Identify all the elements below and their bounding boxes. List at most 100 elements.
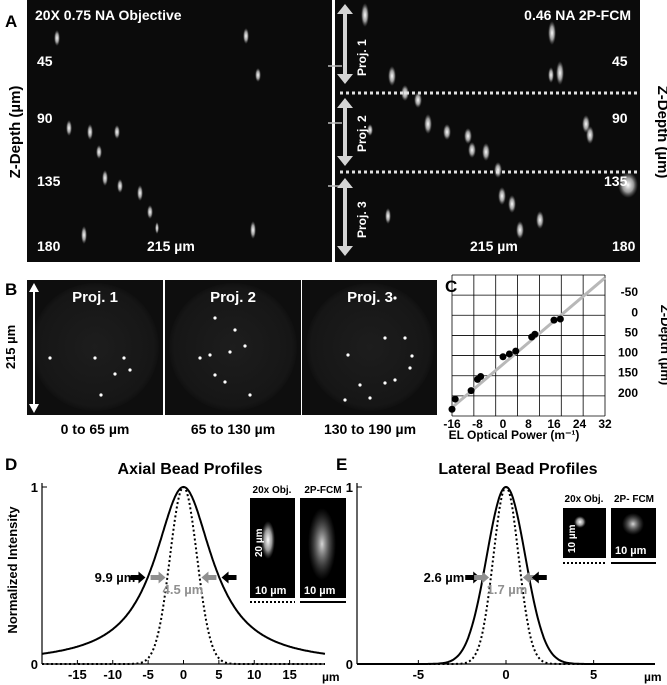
panel-b-proj-1-title: Proj. 1 xyxy=(72,289,118,306)
x-tick-label: 32 xyxy=(598,417,612,431)
panel-d-fwhm-fcm: 4.5 µm xyxy=(163,582,204,597)
panel-b-range-2: 65 to 130 µm xyxy=(191,421,275,437)
bead xyxy=(443,124,451,140)
y-tick-label: 1 xyxy=(346,480,353,495)
panel-c-ylabel: Z-Depth (µm) xyxy=(658,305,667,385)
fwhm-arrow xyxy=(130,571,146,584)
data-point xyxy=(550,316,558,324)
bead xyxy=(198,356,202,360)
panel-a-left-beads xyxy=(54,28,261,244)
bead xyxy=(102,170,108,186)
x-tick-label: 0 xyxy=(180,667,187,682)
bead xyxy=(516,221,524,239)
bead xyxy=(213,316,217,320)
panel-letter-b: B xyxy=(5,280,17,299)
bead xyxy=(243,344,247,348)
panel-e-fwhm-obj: 2.6 µm xyxy=(424,570,465,585)
panel-b-proj-2-title: Proj. 2 xyxy=(210,289,256,306)
bead xyxy=(358,383,362,387)
panel-e-inset-scale-fcm: 10 µm xyxy=(615,545,647,557)
objective-profile-curve xyxy=(357,485,655,665)
y-tick-label: 0 xyxy=(346,657,353,672)
panel-a-right-depth-45: 45 xyxy=(612,53,628,69)
panel-e-inset xyxy=(563,508,656,564)
panel-d-chart: 0 1 -15 -10 -5 0 5 10 15 xyxy=(31,480,326,682)
y-tick-label: 50 xyxy=(625,325,639,339)
bead xyxy=(96,145,102,159)
y-tick-label: 200 xyxy=(618,386,638,400)
panel-c-chart: -16 -8 0 8 16 24 32 -50 0 50 100 150 200 xyxy=(443,274,639,431)
data-point xyxy=(505,350,513,358)
y-tick-label: 150 xyxy=(618,366,638,380)
panel-a-left-axis-label: Z-Depth (µm) xyxy=(7,86,24,179)
panel-b-beads xyxy=(48,296,414,402)
data-point xyxy=(499,353,507,361)
bead xyxy=(66,120,72,136)
panel-a-left-depth-135: 135 xyxy=(37,173,61,189)
bead xyxy=(48,356,52,360)
fwhm-arrow xyxy=(221,571,237,584)
bead xyxy=(93,356,97,360)
y-tick-label: 100 xyxy=(618,346,638,360)
bead xyxy=(99,393,103,397)
x-tick-label: 24 xyxy=(573,417,587,431)
panel-b-proj-3-title: Proj. 3 xyxy=(347,289,393,306)
data-point xyxy=(451,395,459,403)
panel-d-inset-fcm-label: 2P-FCM xyxy=(304,485,341,496)
bead xyxy=(548,21,556,45)
panel-a-left-width: 215 µm xyxy=(147,238,195,254)
panel-b-scale-arrow xyxy=(29,283,39,413)
panel-d-inset-scale-obj: 10 µm xyxy=(255,585,287,597)
panel-e-inset-obj-label: 20x Obj. xyxy=(565,494,604,505)
fit-line xyxy=(451,276,606,409)
bead xyxy=(255,68,261,82)
panel-a-left-title: 20X 0.75 NA Objective xyxy=(35,7,182,23)
bead xyxy=(401,85,409,101)
bead xyxy=(122,356,126,360)
bead xyxy=(508,195,516,213)
x-tick-label: -10 xyxy=(103,667,122,682)
x-tick-label: 15 xyxy=(282,667,296,682)
x-tick-label: 16 xyxy=(547,417,561,431)
x-tick-label: -15 xyxy=(68,667,87,682)
x-tick-label: -16 xyxy=(443,417,461,431)
bead xyxy=(548,67,554,83)
bead xyxy=(128,368,132,372)
panel-letter-c: C xyxy=(445,277,457,296)
bead xyxy=(361,3,369,27)
x-tick-label: 10 xyxy=(247,667,261,682)
panel-letter-e: E xyxy=(336,455,347,474)
bead xyxy=(383,381,387,385)
bead xyxy=(618,172,638,198)
y-tick-label: 0 xyxy=(631,305,638,319)
bead xyxy=(393,296,397,300)
bead xyxy=(410,354,414,358)
bead xyxy=(117,179,123,193)
panel-d-title: Axial Bead Profiles xyxy=(118,461,263,478)
bead xyxy=(424,114,432,134)
fcm-profile-curve xyxy=(42,485,325,665)
bead xyxy=(408,366,412,370)
x-tick-label: 8 xyxy=(525,417,532,431)
x-tick-label: 5 xyxy=(590,667,597,682)
x-tick-label: -5 xyxy=(142,667,154,682)
panel-d-ylabel: Normalized Intensity xyxy=(5,506,20,634)
fwhm-arrow xyxy=(150,571,166,584)
panel-e-chart: 0 1 -5 0 5 xyxy=(346,480,655,682)
bead xyxy=(233,328,237,332)
bead xyxy=(498,187,506,205)
panel-a-right-image xyxy=(335,0,640,262)
panel-a-right-axis-label: Z-Depth (µm) xyxy=(654,86,667,179)
x-tick-label: 5 xyxy=(215,667,222,682)
y-tick-label: -50 xyxy=(621,285,639,299)
panel-a-right-width: 215 µm xyxy=(470,238,518,254)
panel-b-scale-label: 215 µm xyxy=(3,325,18,369)
bead xyxy=(536,211,544,229)
bead xyxy=(228,350,232,354)
panel-a-left-depth-180: 180 xyxy=(37,238,61,254)
proj-arrows xyxy=(337,4,353,256)
fwhm-arrow xyxy=(465,571,481,584)
panel-d-inset-scale-vertical: 20 µm xyxy=(254,528,265,557)
panel-a-right-title: 0.46 NA 2P-FCM xyxy=(524,7,631,23)
